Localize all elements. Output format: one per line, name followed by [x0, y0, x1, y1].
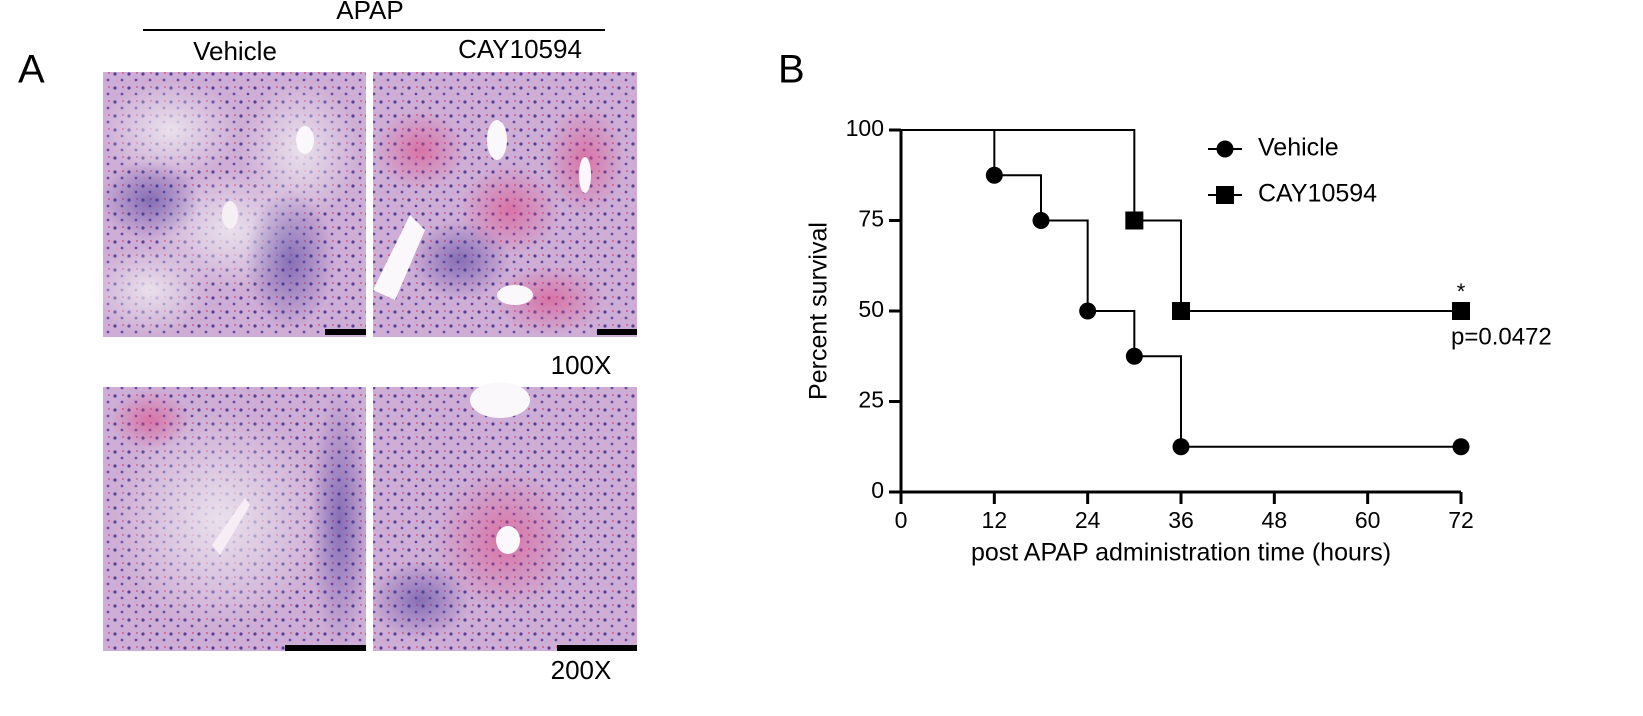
- marker-circle: [1125, 347, 1143, 365]
- marker-circle: [985, 166, 1003, 184]
- marker-circle: [1452, 438, 1470, 456]
- x-tick-label: 72: [1448, 507, 1474, 533]
- y-axis-label: Percent survival: [805, 222, 833, 400]
- marker-square: [1452, 302, 1470, 320]
- marker-circle: [1172, 438, 1190, 456]
- x-tick-label: 48: [1262, 507, 1288, 533]
- marker-square: [1125, 211, 1144, 230]
- x-tick-label: 12: [982, 507, 1008, 533]
- micrograph: [103, 387, 370, 651]
- p-value: p=0.0472: [1451, 323, 1552, 350]
- y-tick-label: 100: [846, 115, 884, 141]
- group-label: Vehicle: [193, 36, 277, 66]
- micrograph: [90, 72, 366, 337]
- significance-marker: *: [1457, 279, 1466, 304]
- marker-square: [1216, 186, 1234, 204]
- magnification-label: 100X: [551, 350, 612, 380]
- x-axis-label: post APAP administration time (hours): [971, 539, 1391, 567]
- y-tick-label: 25: [858, 387, 884, 413]
- legend-label: Vehicle: [1258, 134, 1339, 162]
- micrograph: [370, 382, 637, 651]
- y-tick-label: 75: [858, 206, 884, 232]
- marker-square: [1172, 302, 1190, 320]
- marker-circle: [1079, 302, 1097, 320]
- marker-circle: [1032, 212, 1050, 229]
- legend-label: CAY10594: [1258, 180, 1377, 208]
- panel-label: A: [18, 48, 45, 92]
- survival-curve: [901, 129, 1461, 312]
- marker-circle: [1216, 140, 1234, 158]
- treatment-label: APAP: [336, 0, 403, 25]
- x-tick-label: 36: [1168, 507, 1194, 533]
- x-tick-label: 24: [1075, 507, 1101, 533]
- panel-label: B: [778, 48, 805, 92]
- group-label: CAY10594: [458, 34, 582, 64]
- y-tick-label: 50: [858, 296, 884, 322]
- micrograph: [373, 72, 637, 337]
- x-tick-label: 60: [1355, 507, 1381, 533]
- x-tick-label: 0: [895, 507, 908, 533]
- y-tick-label: 0: [871, 477, 884, 503]
- magnification-label: 200X: [551, 655, 612, 685]
